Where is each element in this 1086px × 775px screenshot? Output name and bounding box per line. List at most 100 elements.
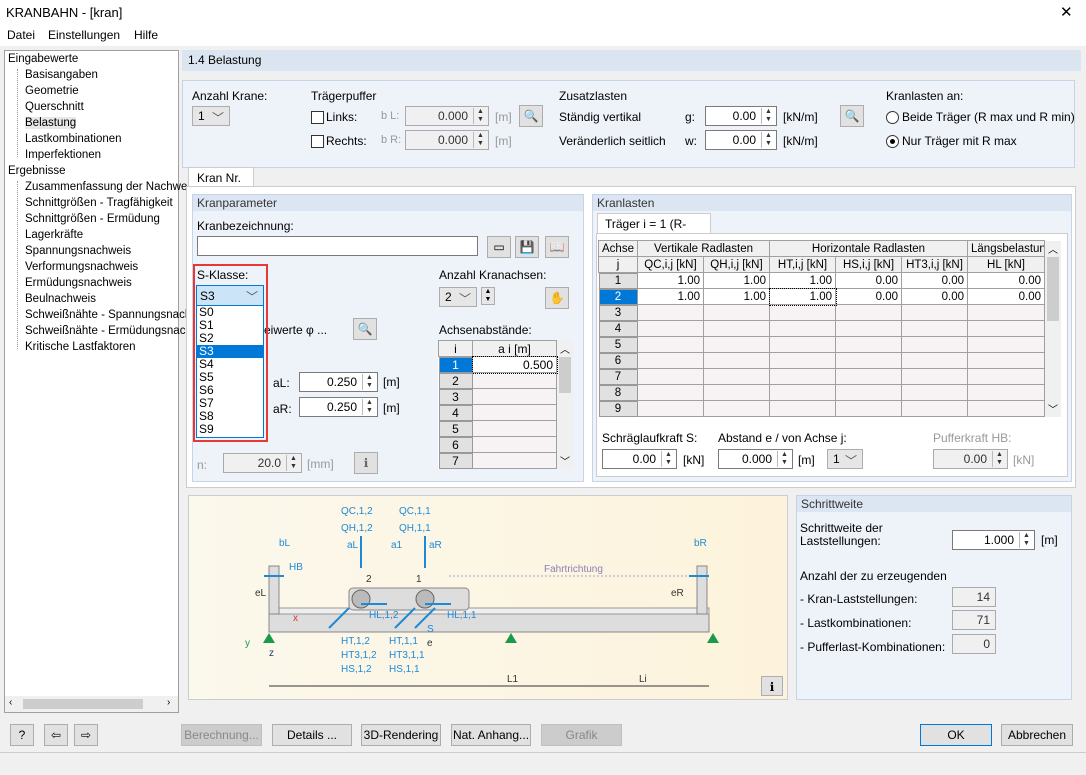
achse-j-select[interactable]: 1 ﹀: [827, 449, 863, 469]
row-header[interactable]: 4: [598, 320, 638, 337]
table-cell[interactable]: [769, 368, 836, 385]
w-input[interactable]: 0.00 ▲ ▼: [705, 130, 777, 150]
table-cell[interactable]: [967, 304, 1046, 321]
table-cell[interactable]: [703, 336, 770, 353]
tree-item[interactable]: Schweißnähte - Ermüdungsnach: [25, 325, 192, 337]
row-header[interactable]: 1: [598, 272, 638, 289]
berechnung-button[interactable]: Berechnung...: [181, 724, 262, 746]
spinner-icon[interactable]: ▲ ▼: [1019, 532, 1033, 548]
table-cell[interactable]: [472, 388, 557, 405]
spinner-icon[interactable]: ▲ ▼: [992, 451, 1006, 467]
spinner-icon[interactable]: ▲ ▼: [473, 132, 487, 148]
table-cell[interactable]: 0.00: [835, 288, 902, 305]
s-klasse-option[interactable]: S2: [199, 331, 214, 345]
table-cell[interactable]: [900, 384, 969, 401]
table-cell[interactable]: [472, 436, 557, 453]
s-klasse-option[interactable]: S6: [199, 383, 214, 397]
row-header[interactable]: 4: [438, 404, 473, 421]
table-cell[interactable]: 0.00: [967, 272, 1046, 289]
spinner-icon[interactable]: ▲ ▼: [761, 132, 775, 148]
abbrechen-button[interactable]: Abbrechen: [1001, 724, 1073, 746]
ok-button[interactable]: OK: [920, 724, 992, 746]
tree-item[interactable]: Basisangaben: [25, 69, 98, 81]
table-cell[interactable]: [703, 352, 770, 369]
spinner-icon[interactable]: ▲ ▼: [473, 108, 487, 124]
row-header[interactable]: 2: [438, 372, 473, 389]
s-klasse-option[interactable]: S8: [199, 409, 214, 423]
table-cell[interactable]: [703, 400, 770, 417]
book-icon[interactable]: 📖: [545, 236, 569, 258]
spinner-icon[interactable]: ▲ ▼: [362, 399, 376, 415]
s-klasse-select[interactable]: S3 ﹀: [196, 285, 264, 306]
info-icon[interactable]: ℹ: [354, 452, 378, 474]
tree-item[interactable]: Kritische Lastfaktoren: [25, 341, 136, 353]
tab-traeger-1[interactable]: Träger i = 1 (R-max): [597, 213, 711, 245]
table-cell[interactable]: [900, 400, 969, 417]
horizontal-scrollbar[interactable]: ‹ ›: [5, 696, 178, 712]
s-klasse-option[interactable]: S3: [197, 345, 263, 358]
table-cell[interactable]: [967, 320, 1046, 337]
table-cell[interactable]: 1.00: [768, 287, 837, 306]
n-input[interactable]: 20.0 ▲ ▼: [223, 453, 302, 473]
tree-item[interactable]: Schnittgrößen - Tragfähigkeit: [25, 197, 173, 209]
table-cell[interactable]: [967, 384, 1046, 401]
next-page-icon[interactable]: ⇨: [74, 724, 98, 746]
radio-nur-traeger[interactable]: [886, 135, 899, 148]
grafik-button[interactable]: Grafik: [541, 724, 622, 746]
table-cell[interactable]: [769, 400, 836, 417]
table-cell[interactable]: [835, 336, 902, 353]
table-cell[interactable]: [967, 336, 1046, 353]
schrittweite-input[interactable]: 1.000 ▲ ▼: [952, 530, 1035, 550]
schraeglaufkraft-input[interactable]: 0.00 ▲ ▼: [602, 449, 677, 469]
scroll-thumb[interactable]: [1047, 257, 1059, 321]
table-cell[interactable]: [900, 352, 969, 369]
tree-item[interactable]: Geometrie: [25, 85, 79, 97]
puffer-details-icon[interactable]: 🔍: [519, 105, 543, 127]
previous-page-icon[interactable]: ⇦: [44, 724, 68, 746]
table-cell[interactable]: 1.00: [769, 272, 836, 289]
row-header[interactable]: 6: [438, 436, 473, 453]
spinner-icon[interactable]: ▲ ▼: [777, 451, 791, 467]
s-klasse-option[interactable]: S9: [199, 422, 214, 436]
table-cell[interactable]: [967, 368, 1046, 385]
table-cell[interactable]: [769, 352, 836, 369]
table-cell[interactable]: [835, 384, 902, 401]
spinner-icon[interactable]: ▲ ▼: [362, 374, 376, 390]
s-klasse-option[interactable]: S0: [199, 305, 214, 319]
menu-einstellungen[interactable]: Einstellungen: [48, 28, 121, 42]
kranbezeichnung-input[interactable]: [197, 236, 478, 256]
row-header[interactable]: 2: [598, 288, 638, 305]
table-cell[interactable]: [835, 304, 902, 321]
scroll-down-icon[interactable]: ﹀: [1048, 405, 1058, 416]
anzahl-krane-select[interactable]: 1 ﹀: [192, 106, 230, 126]
tree-item[interactable]: Schweißnähte - Spannungsnach: [25, 309, 192, 321]
tree-item[interactable]: Zusammenfassung der Nachweis: [25, 181, 196, 193]
table-cell[interactable]: 1.00: [637, 272, 704, 289]
table-cell[interactable]: 0.00: [900, 288, 969, 305]
scroll-right-icon[interactable]: ›: [167, 697, 171, 708]
zusatzlasten-details-icon[interactable]: 🔍: [840, 105, 864, 127]
table-cell[interactable]: [472, 372, 557, 389]
table-cell[interactable]: [637, 384, 704, 401]
table-cell[interactable]: [900, 320, 969, 337]
tree-item[interactable]: Belastung: [25, 117, 77, 129]
table-cell[interactable]: 0.00: [967, 288, 1046, 305]
table-cell[interactable]: [835, 320, 902, 337]
table-cell[interactable]: [835, 368, 902, 385]
menu-datei[interactable]: Datei: [7, 28, 36, 42]
table-cell[interactable]: [637, 368, 704, 385]
table-cell[interactable]: 0.500: [471, 355, 558, 374]
bl-input[interactable]: 0.000 ▲ ▼: [405, 106, 489, 126]
row-header[interactable]: 3: [598, 304, 638, 321]
abstand-input[interactable]: 0.000 ▲ ▼: [718, 449, 793, 469]
table-cell[interactable]: [900, 368, 969, 385]
kran-library-icon[interactable]: ▭: [487, 236, 511, 258]
table-cell[interactable]: [769, 320, 836, 337]
spinner-icon[interactable]: ▲ ▼: [286, 455, 300, 471]
table-cell[interactable]: [703, 304, 770, 321]
row-header[interactable]: 3: [438, 388, 473, 405]
scroll-thumb[interactable]: [23, 699, 143, 709]
br-input[interactable]: 0.000 ▲ ▼: [405, 130, 489, 150]
tree-group-1[interactable]: Ergebnisse: [8, 165, 66, 177]
table-cell[interactable]: [637, 400, 704, 417]
